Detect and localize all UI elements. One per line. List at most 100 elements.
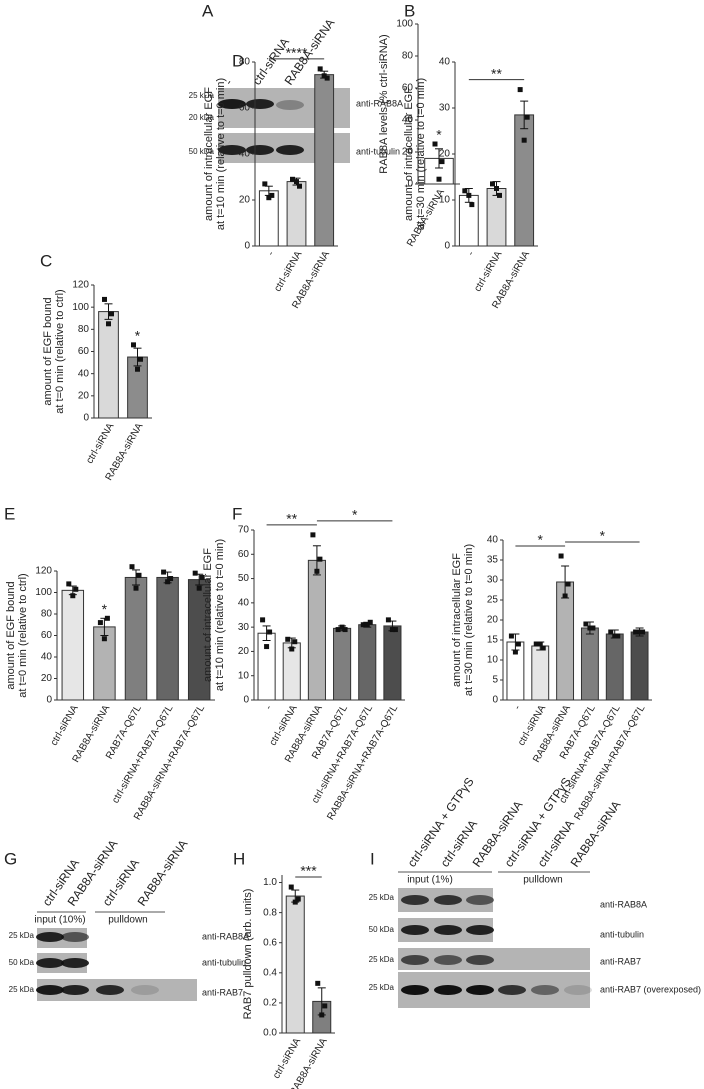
y-tick-label: 0 (407, 179, 413, 190)
y-tick-label: 40 (78, 368, 90, 379)
bar (358, 624, 377, 701)
data-point (97, 620, 103, 626)
y-tick-label: 25 (487, 595, 499, 606)
data-point (494, 186, 499, 191)
significance-label: * (538, 532, 544, 548)
blot-band (466, 895, 494, 905)
data-point (102, 296, 107, 302)
y-tick-label: 0 (243, 695, 249, 706)
data-point (321, 73, 327, 79)
data-point (295, 896, 301, 902)
y-axis-label: amount of intracellular EGF (203, 87, 215, 221)
panel-letter: C (40, 251, 52, 270)
data-point (101, 636, 107, 642)
y-tick-label: 0.2 (263, 998, 277, 1009)
y-tick-label: 120 (35, 566, 52, 577)
lane-label: RAB8A-siRNA (135, 837, 191, 908)
data-point (540, 645, 546, 651)
y-axis-label: amount of intracellular EGF (451, 553, 463, 687)
bar (605, 633, 624, 701)
data-point (262, 181, 268, 187)
significance-label: ** (286, 511, 297, 527)
bar (486, 188, 507, 247)
data-point (294, 179, 299, 185)
bar (314, 74, 335, 247)
blot-band (531, 985, 559, 995)
bar (333, 627, 352, 701)
y-tick-label: 0 (244, 241, 250, 252)
data-point (439, 159, 445, 165)
y-axis-label: amount of intracellular EGF (202, 548, 214, 682)
data-point (521, 137, 527, 143)
data-point (165, 579, 171, 585)
data-point (637, 629, 643, 635)
data-point (292, 899, 298, 905)
x-tick-label: - (512, 703, 523, 711)
blot-band (466, 955, 494, 965)
y-tick-label: 5 (492, 675, 498, 686)
y-tick-label: 1.0 (263, 877, 277, 888)
y-tick-label: 20 (402, 147, 414, 158)
data-point (367, 619, 373, 625)
bar (630, 631, 649, 701)
y-axis-label: at t=0 min (relative to ctrl) (54, 289, 66, 413)
data-point (608, 629, 614, 635)
panel-letter: E (4, 504, 15, 523)
y-tick-label: 40 (402, 115, 414, 126)
y-tick-label: 60 (41, 630, 53, 641)
data-point (335, 627, 341, 633)
significance-label: ** (491, 65, 502, 81)
marker-label: 50 kDa (9, 958, 35, 967)
data-point (587, 625, 593, 631)
blot-band (401, 985, 429, 995)
data-point (269, 192, 275, 198)
lane-label: - (222, 76, 236, 87)
bar (580, 627, 599, 701)
y-tick-label: 50 (238, 573, 250, 584)
blot-band (434, 955, 462, 965)
antibody-label: anti-RAB8A (600, 899, 647, 909)
blot-band (246, 99, 274, 109)
bar (286, 181, 307, 247)
y-tick-label: 0.8 (263, 907, 277, 918)
bar (383, 625, 402, 701)
y-tick-label: 40 (439, 57, 451, 68)
blot-band (498, 985, 526, 995)
blot-band (401, 955, 429, 965)
x-tick-label: ctrl-siRNA (84, 421, 116, 466)
data-point (264, 644, 270, 650)
blot-band (61, 985, 89, 995)
blot-band (434, 895, 462, 905)
y-tick-label: 100 (35, 587, 52, 598)
y-axis-label: at t=10 min (relative to t=0 min) (214, 539, 226, 691)
blot-band (218, 145, 246, 155)
y-tick-label: 10 (487, 655, 499, 666)
x-tick-label: - (266, 249, 277, 257)
significance-label: * (436, 127, 442, 143)
blot-band (401, 925, 429, 935)
group-label: input (1%) (407, 875, 453, 886)
y-tick-label: 0 (46, 695, 52, 706)
blot-band (36, 985, 64, 995)
data-point (517, 87, 523, 93)
bar (156, 576, 179, 701)
data-point (290, 176, 295, 182)
blot-band (61, 958, 89, 968)
data-point (168, 576, 174, 582)
panel-letter: G (4, 849, 17, 868)
data-point (537, 641, 543, 647)
significance-label: * (135, 328, 141, 344)
data-point (512, 649, 518, 655)
data-point (640, 629, 646, 635)
blot-band (401, 895, 429, 905)
y-tick-label: 40 (238, 597, 250, 608)
data-point (562, 593, 568, 599)
data-point (342, 627, 348, 633)
data-point (133, 585, 139, 591)
y-axis-label: RAB8A levels (% ctrl-siRNA) (378, 34, 390, 173)
panel-letter: I (370, 849, 375, 868)
data-point (289, 646, 295, 652)
data-point (612, 633, 618, 639)
y-axis-label: at t=30 min (relative to t=0 min) (415, 78, 427, 230)
blot-band (246, 145, 274, 155)
